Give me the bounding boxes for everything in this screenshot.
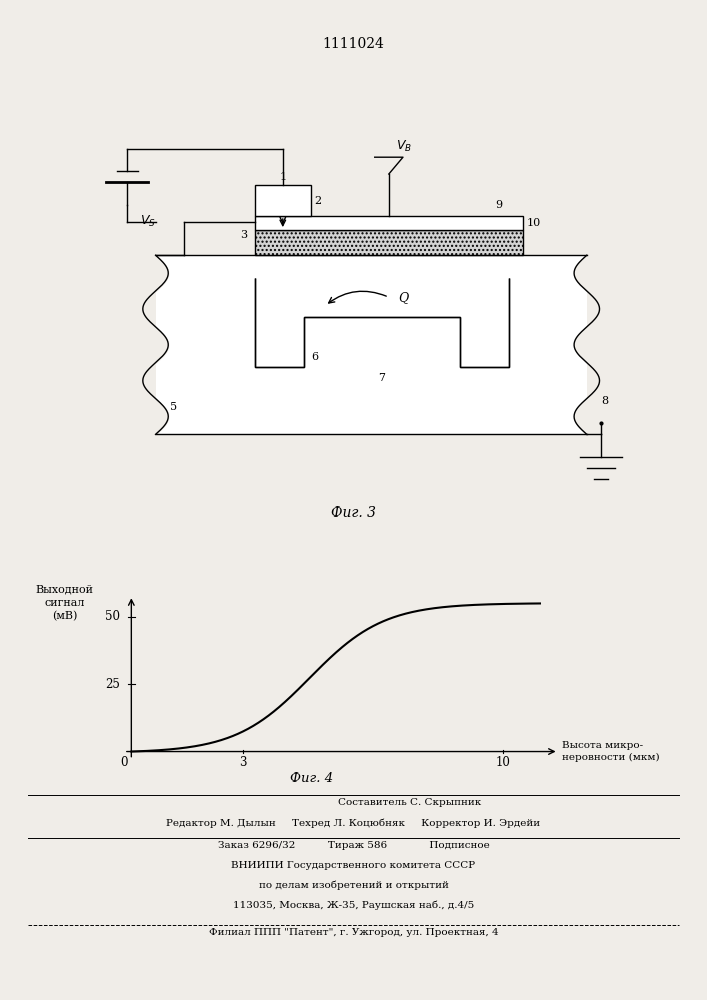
Bar [255, 185, 311, 216]
Text: 10: 10 [527, 218, 541, 228]
Text: Редактор М. Дылын     Техред Л. Коцюбняк     Корректор И. Эрдейи: Редактор М. Дылын Техред Л. Коцюбняк Кор… [166, 818, 541, 828]
Text: 8: 8 [601, 396, 608, 406]
Text: 5: 5 [170, 402, 177, 412]
Bar [255, 230, 523, 255]
Text: по делам изобретений и открытий: по делам изобретений и открытий [259, 881, 448, 891]
Text: 1: 1 [279, 172, 286, 182]
Text: 50: 50 [105, 610, 120, 623]
Text: Высота микро-
неровности (мкм): Высота микро- неровности (мкм) [562, 741, 660, 762]
Polygon shape [255, 278, 509, 367]
Text: 1111024: 1111024 [322, 37, 385, 51]
Text: 6: 6 [311, 352, 318, 362]
Text: 0: 0 [120, 756, 128, 769]
Text: 2: 2 [315, 196, 322, 206]
Text: Фиг. 3: Фиг. 3 [331, 506, 376, 520]
Text: Филиал ППП "Патент", г. Ужгород, ул. Проектная, 4: Филиал ППП "Патент", г. Ужгород, ул. Про… [209, 928, 498, 937]
Text: Фиг. 4: Фиг. 4 [290, 772, 332, 785]
Text: 113035, Москва, Ж-35, Раушская наб., д.4/5: 113035, Москва, Ж-35, Раушская наб., д.4… [233, 901, 474, 911]
Text: 9: 9 [495, 200, 502, 210]
Text: ВНИИПИ Государственного комитета СССР: ВНИИПИ Государственного комитета СССР [231, 861, 476, 870]
Text: Выходной
сигнал
(мВ): Выходной сигнал (мВ) [35, 585, 93, 621]
Text: 25: 25 [105, 678, 120, 691]
Bar [255, 216, 523, 230]
Text: 3: 3 [239, 756, 247, 769]
Text: $V_B$: $V_B$ [396, 138, 412, 154]
Text: 10: 10 [496, 756, 510, 769]
Text: Заказ 6296/32          Тираж 586             Подписное: Заказ 6296/32 Тираж 586 Подписное [218, 841, 489, 850]
Text: 7: 7 [378, 373, 385, 383]
Text: Q: Q [398, 291, 408, 304]
Text: $V_S$: $V_S$ [140, 214, 156, 229]
Bar [156, 255, 587, 434]
Text: Составитель С. Скрыпник: Составитель С. Скрыпник [339, 798, 481, 807]
Text: 3: 3 [240, 230, 247, 240]
